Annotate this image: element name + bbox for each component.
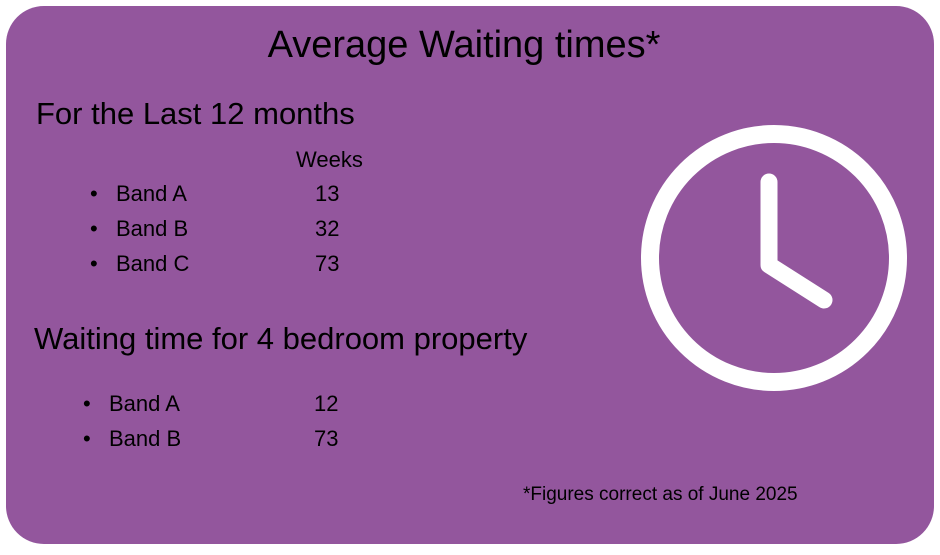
bullet: •: [83, 426, 91, 451]
band-label: Band B: [109, 426, 182, 451]
band-weeks-value: 73: [314, 426, 339, 451]
band-weeks-value: 73: [315, 251, 340, 276]
bullet: •: [90, 216, 98, 241]
bullet: •: [90, 181, 98, 206]
section-heading-last-12-months: For the Last 12 months: [36, 96, 355, 131]
weeks-column-header: Weeks: [296, 147, 363, 172]
clock-icon: [641, 125, 907, 391]
band-weeks-value: 13: [315, 181, 340, 206]
bullet: •: [90, 251, 98, 276]
band-label: Band A: [116, 181, 187, 206]
bullet: •: [83, 391, 91, 416]
band-weeks-value: 32: [315, 216, 340, 241]
section-heading-4-bedroom: Waiting time for 4 bedroom property: [34, 321, 528, 356]
band-label: Band C: [116, 251, 190, 276]
footnote: *Figures correct as of June 2025: [523, 484, 798, 505]
band-label: Band B: [116, 216, 189, 241]
page-title: Average Waiting times*: [267, 24, 661, 66]
band-weeks-value: 12: [314, 391, 339, 416]
band-label: Band A: [109, 391, 180, 416]
